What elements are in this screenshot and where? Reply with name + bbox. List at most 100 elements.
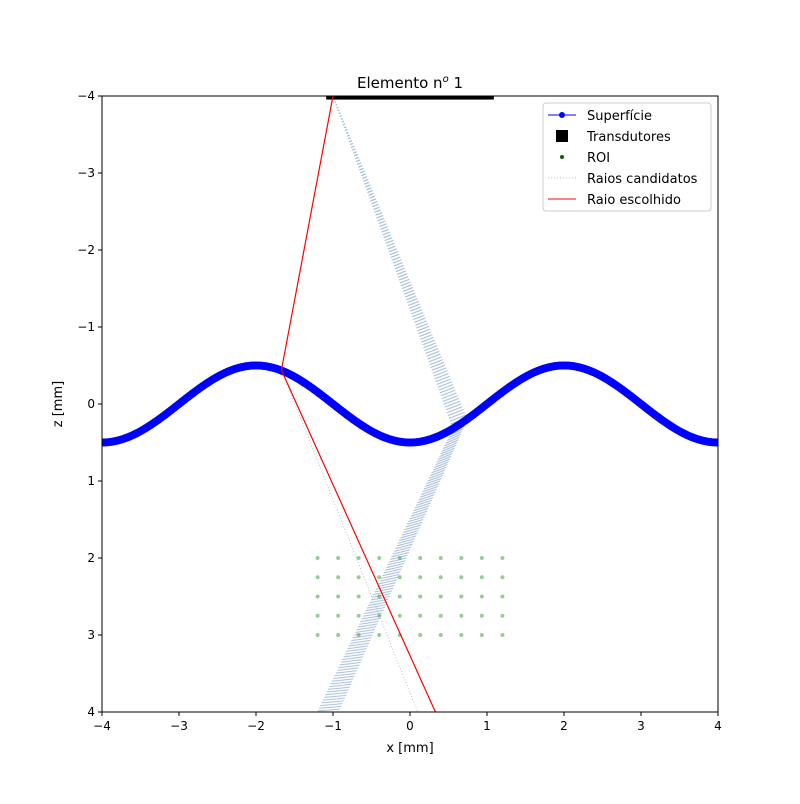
x-tick-label: −4 [93, 719, 111, 733]
candidate-ray [332, 96, 468, 712]
candidate-ray [329, 96, 462, 712]
y-tick-label: −2 [77, 243, 95, 257]
x-tick-label: 0 [406, 719, 414, 733]
roi-point [438, 556, 443, 560]
roi-point [500, 613, 505, 618]
roi-point [397, 556, 402, 560]
candidate-ray [326, 96, 460, 712]
candidate-ray [320, 96, 457, 712]
roi-point [356, 575, 361, 580]
candidate-ray [332, 96, 467, 712]
transducer [487, 96, 494, 100]
roi-point [459, 556, 464, 560]
y-tick-label: −1 [77, 320, 95, 334]
candidate-ray [321, 96, 457, 712]
x-tick-label: 3 [637, 719, 645, 733]
candidate-ray [280, 369, 419, 712]
x-tick-label: 1 [483, 719, 491, 733]
legend-label-surface: Superfície [587, 109, 652, 124]
roi-point [336, 613, 341, 618]
candidate-ray [330, 96, 463, 712]
roi-point [479, 556, 484, 560]
legend: Superfície Transdutores ROI Raios candid… [542, 102, 712, 212]
x-tick-label: −2 [247, 719, 265, 733]
legend-surface-marker [559, 112, 565, 118]
candidate-ray [322, 96, 458, 712]
roi-point [397, 594, 402, 599]
roi-point [438, 575, 443, 580]
surface-point [714, 438, 718, 447]
roi-point [479, 633, 484, 637]
x-tick-label: 2 [560, 719, 568, 733]
roi-point [315, 633, 320, 637]
roi-point [397, 613, 402, 618]
roi-point [336, 633, 341, 637]
legend-label-transducers: Transdutores [586, 130, 671, 145]
roi-point [418, 575, 423, 580]
roi-point [459, 613, 464, 618]
roi-point [397, 575, 402, 580]
candidate-ray [325, 96, 459, 712]
roi-point [500, 556, 505, 560]
chart-title: Elemento no 1 [357, 74, 463, 92]
candidate-ray [331, 96, 464, 712]
candidate-ray [323, 96, 458, 712]
roi-point [377, 613, 382, 618]
plot-area [102, 96, 718, 712]
legend-label-candidates: Raios candidatos [587, 172, 698, 187]
legend-roi-marker [560, 155, 564, 159]
y-tick-label: 1 [87, 474, 95, 488]
candidate-ray [322, 96, 458, 712]
legend-box [542, 102, 712, 212]
x-tick-label: 4 [714, 719, 722, 733]
candidate-ray [328, 96, 462, 712]
legend-label-chosen: Raio escolhido [587, 193, 681, 208]
roi-point [500, 594, 505, 599]
y-tick-label: −4 [77, 89, 95, 103]
roi-point [479, 594, 484, 599]
roi-point [356, 556, 361, 560]
roi-point [459, 594, 464, 599]
legend-transducer-marker [556, 130, 568, 142]
roi-point [459, 633, 464, 637]
candidate-ray [320, 96, 456, 712]
roi-point [336, 556, 341, 560]
candidate-ray [319, 96, 456, 712]
candidate-ray [332, 96, 468, 712]
y-tick-label: 3 [87, 628, 95, 642]
roi-point [377, 594, 382, 599]
y-tick-label: −3 [77, 166, 95, 180]
legend-label-roi: ROI [587, 151, 610, 166]
roi-point [356, 594, 361, 599]
roi-point [438, 613, 443, 618]
candidate-ray [325, 96, 460, 712]
candidate-ray [330, 96, 463, 712]
x-tick-label: −1 [324, 719, 342, 733]
roi-point [356, 613, 361, 618]
roi-point [418, 594, 423, 599]
y-tick-label: 4 [87, 705, 95, 719]
roi-point [377, 575, 382, 580]
roi-point [418, 633, 423, 637]
x-tick-label: −3 [170, 719, 188, 733]
roi-point [459, 575, 464, 580]
y-axis-label: z [mm] [51, 381, 66, 427]
roi-point [500, 575, 505, 580]
roi-point [315, 556, 320, 560]
roi-point [315, 594, 320, 599]
candidate-ray [324, 96, 459, 712]
candidate-ray [332, 96, 464, 712]
roi-point [438, 633, 443, 637]
roi-point [356, 633, 361, 637]
roi-point [418, 613, 423, 618]
roi-point [377, 633, 382, 637]
roi-point [336, 575, 341, 580]
y-tick-label: 0 [87, 397, 95, 411]
roi-point [500, 633, 505, 637]
roi-point [418, 556, 423, 560]
roi-point [377, 556, 382, 560]
roi-point [479, 575, 484, 580]
